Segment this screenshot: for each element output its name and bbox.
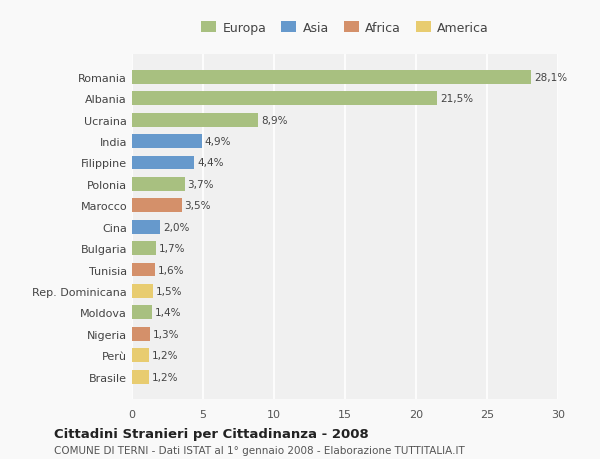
- Bar: [132, 348, 149, 362]
- Text: 1,2%: 1,2%: [152, 372, 178, 382]
- Text: COMUNE DI TERNI - Dati ISTAT al 1° gennaio 2008 - Elaborazione TUTTITALIA.IT: COMUNE DI TERNI - Dati ISTAT al 1° genna…: [54, 445, 465, 455]
- Bar: [132, 263, 155, 277]
- Bar: [132, 370, 149, 384]
- Text: 3,5%: 3,5%: [185, 201, 211, 211]
- Bar: [132, 92, 437, 106]
- Bar: [132, 306, 152, 319]
- Text: 1,4%: 1,4%: [155, 308, 181, 318]
- Text: 28,1%: 28,1%: [534, 73, 567, 83]
- Text: 1,7%: 1,7%: [159, 244, 185, 253]
- Text: 1,6%: 1,6%: [158, 265, 184, 275]
- Bar: [132, 241, 156, 256]
- Bar: [132, 284, 154, 298]
- Bar: [132, 113, 259, 127]
- Text: 1,5%: 1,5%: [156, 286, 182, 296]
- Text: 4,9%: 4,9%: [205, 137, 231, 147]
- Bar: [132, 156, 194, 170]
- Text: 1,2%: 1,2%: [152, 350, 178, 360]
- Bar: [132, 71, 531, 84]
- Bar: [132, 327, 151, 341]
- Bar: [132, 199, 182, 213]
- Text: 3,7%: 3,7%: [187, 179, 214, 190]
- Legend: Europa, Asia, Africa, America: Europa, Asia, Africa, America: [196, 17, 494, 39]
- Text: Cittadini Stranieri per Cittadinanza - 2008: Cittadini Stranieri per Cittadinanza - 2…: [54, 427, 369, 440]
- Text: 8,9%: 8,9%: [261, 115, 288, 125]
- Text: 2,0%: 2,0%: [163, 222, 190, 232]
- Bar: [132, 220, 160, 234]
- Bar: [132, 178, 185, 191]
- Text: 1,3%: 1,3%: [154, 329, 180, 339]
- Text: 4,4%: 4,4%: [197, 158, 224, 168]
- Text: 21,5%: 21,5%: [440, 94, 473, 104]
- Bar: [132, 135, 202, 149]
